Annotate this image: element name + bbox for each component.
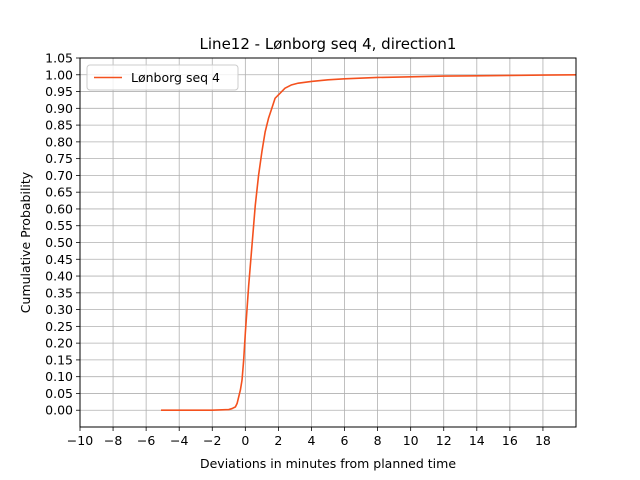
- y-tick-label: 0.90: [45, 101, 73, 116]
- legend-box: [86, 64, 239, 91]
- x-tick-label: 14: [469, 433, 485, 448]
- y-tick-label: 0.10: [45, 369, 73, 384]
- y-tick-label: 1.00: [45, 67, 73, 82]
- y-tick-label: 0.30: [45, 302, 73, 317]
- x-tick-label: 8: [374, 433, 382, 448]
- y-tick-label: 0.15: [45, 352, 73, 367]
- x-tick-label: −10: [67, 433, 93, 448]
- legend-entry-label: Lønborg seq 4: [131, 70, 220, 85]
- y-tick-label: 0.95: [45, 84, 73, 99]
- chart-title: Line12 - Lønborg seq 4, direction1: [200, 35, 457, 53]
- y-axis-ticks: 0.00 0.05 0.10 0.150.20 0.25 0.30 0.350.40 0.45…: [45, 51, 80, 418]
- x-axis-ticks: −10 −8 −6 −4 −2 0 2 4 6 8 10 12 14 16 18: [67, 427, 551, 448]
- x-tick-label: 10: [403, 433, 419, 448]
- y-tick-label: 0.05: [45, 386, 73, 401]
- y-tick-label: 0.80: [45, 134, 73, 149]
- y-tick-label: 0.00: [45, 403, 73, 418]
- y-tick-label: 0.65: [45, 185, 73, 200]
- y-tick-label: 0.75: [45, 151, 73, 166]
- grid-lines: [79, 57, 576, 427]
- series-line: [161, 73, 577, 412]
- y-tick-label: 0.45: [45, 252, 73, 267]
- x-tick-label: 4: [307, 433, 315, 448]
- x-tick-label: −4: [170, 433, 188, 448]
- y-tick-label: 0.70: [45, 168, 73, 183]
- legend: Lønborg seq 4: [86, 64, 239, 91]
- x-tick-label: 6: [341, 433, 349, 448]
- y-tick-label: 0.60: [45, 201, 73, 216]
- y-tick-label: 0.85: [45, 118, 73, 133]
- x-tick-label: −2: [203, 433, 221, 448]
- y-tick-label: 0.50: [45, 235, 73, 250]
- data-series: [161, 73, 577, 412]
- y-tick-label: 0.40: [45, 269, 73, 284]
- x-tick-label: 2: [274, 433, 282, 448]
- y-tick-label: 0.25: [45, 319, 73, 334]
- x-axis-label: Deviations in minutes from planned time: [200, 456, 456, 471]
- x-tick-label: 16: [502, 433, 518, 448]
- y-tick-label: 0.35: [45, 285, 73, 300]
- y-tick-label: 0.55: [45, 218, 73, 233]
- y-tick-label: 1.05: [45, 51, 73, 66]
- y-tick-label: 0.20: [45, 336, 73, 351]
- x-tick-label: 12: [436, 433, 452, 448]
- y-axis-label: Cumulative Probability: [18, 171, 33, 313]
- x-tick-label: −6: [137, 433, 155, 448]
- x-tick-label: 18: [535, 433, 551, 448]
- x-tick-label: −8: [104, 433, 122, 448]
- x-tick-label: 0: [241, 433, 249, 448]
